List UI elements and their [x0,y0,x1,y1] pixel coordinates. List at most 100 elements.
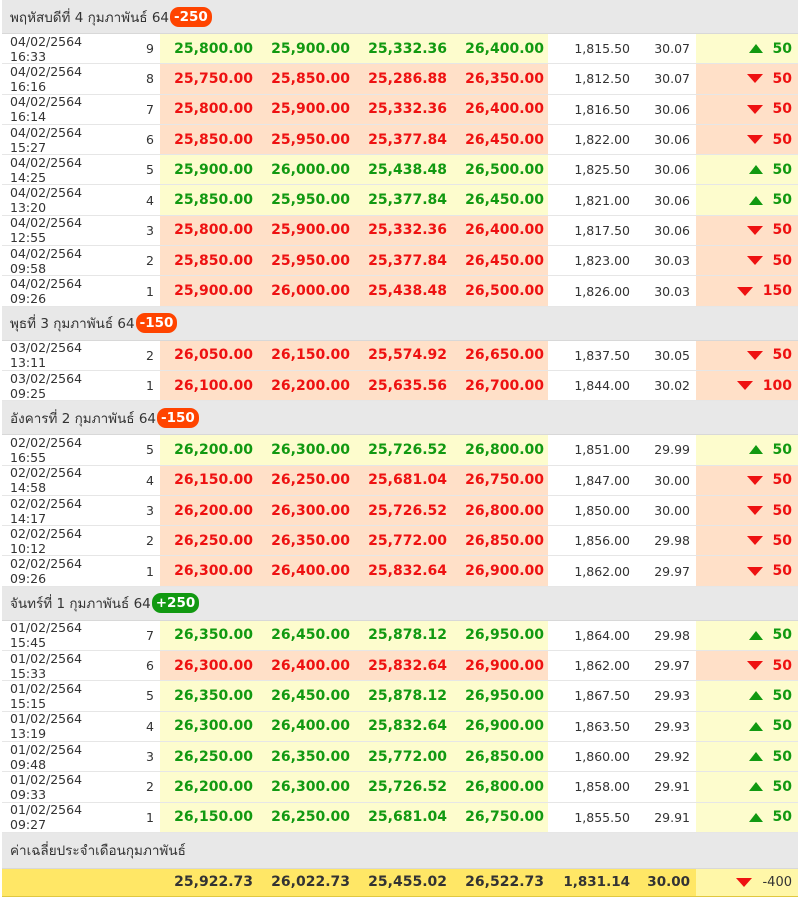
thb-exchange-rate: 30.00 [654,472,690,488]
gold-spot-price: 1,858.00 [574,779,630,795]
bar-sell-price: 26,400.00 [257,651,354,681]
price-change-value: 50 [772,192,792,209]
bar-sell-price: 25,950.00 [257,246,354,276]
price-row: 04/02/2564 12:55 3 25,800.00 25,900.00 25,33… [2,215,798,247]
gold-spot-price: 1,837.50 [574,347,630,363]
price-row: 01/02/2564 15:45 7 26,350.00 26,450.00 25,87… [2,620,798,652]
update-sequence: 8 [146,71,154,87]
price-change-value: 50 [772,748,792,765]
ornament-sell-price: 26,800.00 [451,772,548,802]
ornament-sell-price: 26,800.00 [451,495,548,526]
update-time: 04/02/2564 16:33 [10,33,83,64]
bar-buy-price: 26,350.00 [160,681,257,711]
triangle-down-icon [746,536,763,546]
update-time: 01/02/2564 15:15 [10,681,83,711]
ornament-buy-price: 25,377.84 [354,246,451,276]
bar-buy-price: 25,900.00 [160,155,257,185]
price-row: 03/02/2564 13:11 2 26,050.00 26,150.00 25,57… [2,340,798,371]
day-title: อังคารที่ 2 กุมภาพันธ์ 64 [10,410,157,427]
bar-sell-price: 26,250.00 [257,465,354,495]
gold-spot-price: 1,862.00 [574,563,630,579]
ornament-sell-price: 26,450.00 [451,246,548,276]
day-change-badge: -150 [135,313,178,334]
ornament-buy-price: 25,438.48 [354,155,451,185]
thb-exchange-rate: 30.06 [654,222,690,238]
price-change-value: 50 [772,441,792,458]
avg-change: -400 [696,868,798,896]
price-row: 04/02/2564 16:16 8 25,750.00 25,850.00 25,28… [2,64,798,95]
bar-sell-price: 25,900.00 [257,34,354,64]
bar-sell-price: 26,450.00 [257,620,354,651]
update-time: 02/02/2564 14:58 [10,465,83,496]
update-time: 01/02/2564 09:27 [10,802,83,833]
bar-sell-price: 26,400.00 [257,556,354,586]
price-row: 04/02/2564 13:20 4 25,850.00 25,950.00 25,37… [2,185,798,216]
avg-change-value: -400 [762,874,792,890]
price-row: 04/02/2564 16:14 7 25,800.00 25,900.00 25,33… [2,94,798,125]
gold-spot-price: 1,847.00 [574,472,630,488]
avg-bar-buy: 25,922.73 [174,874,253,891]
ornament-sell-price: 26,450.00 [451,124,548,155]
update-time: 04/02/2564 13:20 [10,185,83,216]
triangle-up-icon [748,812,763,822]
ornament-buy-price: 25,332.36 [354,215,451,246]
ornament-buy-price: 25,377.84 [354,124,451,155]
bar-buy-price: 25,850.00 [160,124,257,155]
update-time: 01/02/2564 09:48 [10,741,83,772]
ornament-sell-price: 26,450.00 [451,185,548,215]
price-change: 50 [696,741,798,772]
triangle-down-icon [746,135,763,145]
ornament-buy-price: 25,726.52 [354,772,451,802]
price-change: 50 [696,246,798,276]
update-sequence: 4 [146,192,154,208]
price-change-value: 100 [762,377,792,394]
ornament-buy-price: 25,832.64 [354,556,451,586]
update-time: 04/02/2564 16:14 [10,94,83,125]
update-sequence: 1 [146,378,154,394]
thb-exchange-rate: 29.97 [654,658,690,674]
triangle-down-icon [746,104,763,114]
update-time: 01/02/2564 15:33 [10,650,83,681]
day-group-header: พุธที่ 3 กุมภาพันธ์ 64 -150 [2,306,798,341]
bar-buy-price: 26,350.00 [160,620,257,651]
price-change: 50 [696,802,798,832]
avg-ornament-buy: 25,455.02 [368,874,447,891]
triangle-down-icon [746,225,763,235]
triangle-down-icon [736,381,753,391]
price-row: 01/02/2564 15:33 6 26,300.00 26,400.00 25,83… [2,650,798,682]
ornament-sell-price: 26,350.00 [451,64,548,94]
thb-exchange-rate: 30.03 [654,253,690,269]
bar-sell-price: 25,900.00 [257,94,354,124]
update-sequence: 3 [146,222,154,238]
price-row: 04/02/2564 16:33 9 25,800.00 25,900.00 25,33… [2,33,798,65]
day-group-header: อังคารที่ 2 กุมภาพันธ์ 64 -150 [2,401,798,436]
price-change-value: 50 [772,809,792,826]
thb-exchange-rate: 29.97 [654,563,690,579]
bar-buy-price: 26,150.00 [160,465,257,495]
price-change-value: 50 [772,657,792,674]
bar-buy-price: 26,300.00 [160,711,257,741]
bar-buy-price: 26,200.00 [160,495,257,526]
bar-sell-price: 26,350.00 [257,526,354,556]
thb-exchange-rate: 29.93 [654,688,690,704]
gold-spot-price: 1,863.50 [574,718,630,734]
ornament-sell-price: 26,850.00 [451,741,548,772]
ornament-sell-price: 26,850.00 [451,526,548,556]
price-row: 01/02/2564 15:15 5 26,350.00 26,450.00 25,87… [2,681,798,712]
gold-spot-price: 1,815.50 [574,41,630,57]
price-change-value: 50 [772,718,792,735]
ornament-buy-price: 25,832.64 [354,711,451,741]
avg-bar-sell: 26,022.73 [271,874,350,891]
thb-exchange-rate: 29.99 [654,442,690,458]
gold-spot-price: 1,862.00 [574,658,630,674]
bar-sell-price: 26,000.00 [257,155,354,185]
update-sequence: 7 [146,627,154,643]
price-change-value: 50 [772,687,792,704]
price-change-value: 50 [772,70,792,87]
bar-sell-price: 26,450.00 [257,681,354,711]
triangle-up-icon [748,691,763,701]
triangle-up-icon [748,445,763,455]
triangle-down-icon [736,877,753,887]
bar-buy-price: 26,300.00 [160,556,257,586]
